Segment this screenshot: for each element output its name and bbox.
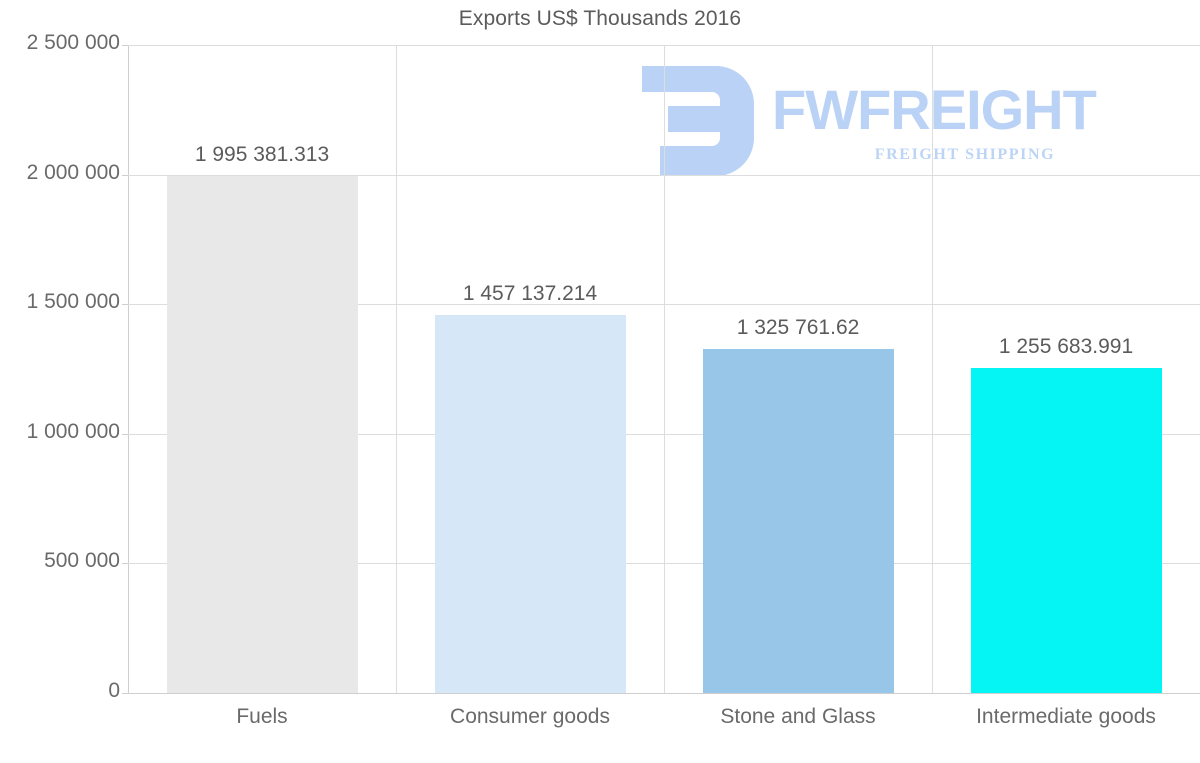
y-axis-tick-mark bbox=[122, 433, 128, 435]
y-axis-tick-label: 2 000 000 bbox=[26, 160, 120, 184]
y-axis-tick-label: 2 500 000 bbox=[26, 31, 120, 54]
x-axis-category-label: Intermediate goods bbox=[976, 705, 1156, 728]
x-axis-category-label: Fuels bbox=[236, 705, 288, 728]
bar-value-label: 1 457 137.214 bbox=[462, 282, 598, 306]
gridline-vertical bbox=[664, 45, 665, 693]
plot-area bbox=[128, 45, 1200, 693]
gridline-vertical bbox=[396, 45, 397, 693]
x-axis-line bbox=[128, 693, 1200, 694]
y-axis-tick-mark bbox=[122, 693, 128, 694]
bar[interactable] bbox=[703, 349, 894, 693]
y-axis-tick-label: 1 500 000 bbox=[26, 290, 120, 314]
bar-value-label: 1 995 381.313 bbox=[194, 142, 330, 166]
y-axis-tick-mark bbox=[122, 563, 128, 565]
bar[interactable] bbox=[971, 367, 1162, 693]
bar-value-label: 1 325 761.62 bbox=[736, 316, 860, 340]
gridline-vertical bbox=[932, 45, 933, 693]
y-axis-tick-mark bbox=[122, 174, 128, 176]
x-axis-category-label: Consumer goods bbox=[450, 705, 610, 728]
y-axis-tick-label: 0 bbox=[108, 679, 120, 702]
y-axis-line bbox=[128, 45, 129, 693]
chart-title: Exports US$ Thousands 2016 bbox=[458, 7, 742, 30]
y-axis-tick-mark bbox=[122, 45, 128, 46]
bar[interactable] bbox=[435, 315, 626, 693]
y-axis-tick-label: 1 000 000 bbox=[26, 419, 120, 443]
bar-value-label: 1 255 683.991 bbox=[998, 334, 1134, 358]
bar[interactable] bbox=[167, 175, 358, 693]
y-axis-tick-mark bbox=[122, 304, 128, 306]
y-axis-tick-label: 500 000 bbox=[44, 549, 120, 573]
x-axis-category-label: Stone and Glass bbox=[720, 705, 876, 728]
